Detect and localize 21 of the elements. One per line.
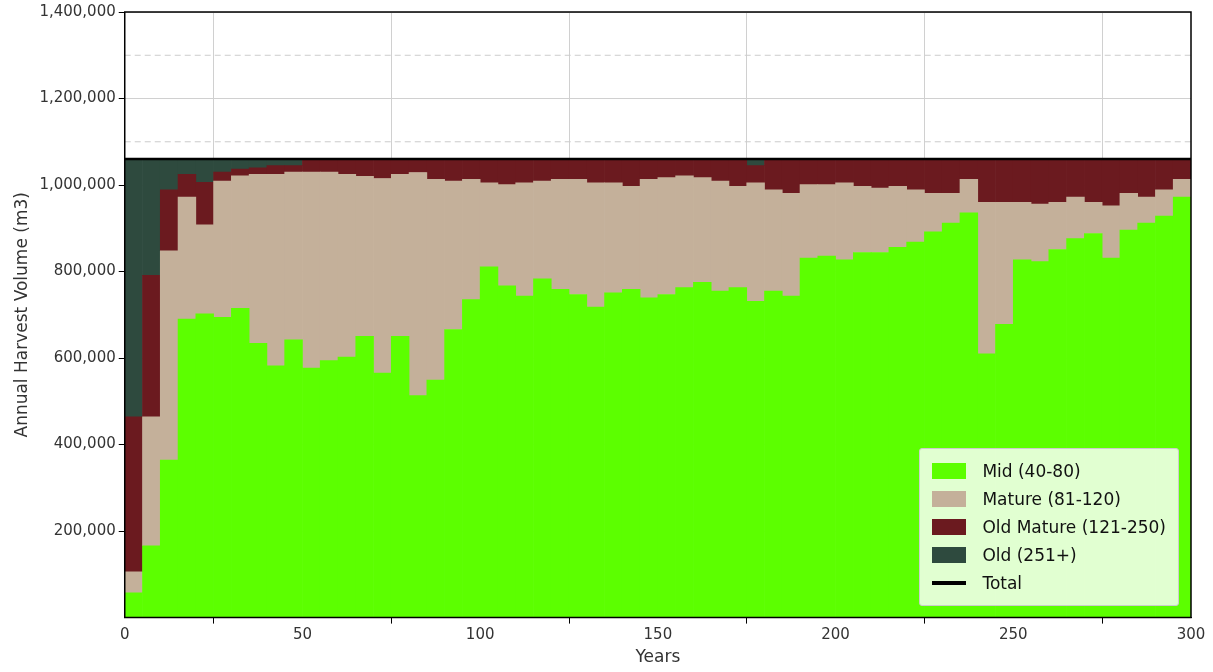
legend-label: Old (251+) [982,544,1077,565]
legend-label: Total [982,572,1023,593]
y-tick-label: 400,000 [53,434,116,453]
x-tick-label: 250 [998,625,1028,644]
y-tick-label: 1,400,000 [39,1,116,20]
x-axis-title: Years [634,646,681,667]
legend-label: Mid (40-80) [982,460,1081,481]
legend-label: Mature (81-120) [982,488,1121,509]
x-tick-label: 50 [292,625,312,644]
legend-label: Old Mature (121-250) [982,516,1166,537]
x-tick-label: 300 [1176,625,1206,644]
y-tick-label: 200,000 [53,520,116,539]
x-tick-label: 0 [119,625,130,644]
y-tick-label: 600,000 [53,347,116,366]
x-tick-label: 200 [821,625,850,644]
y-tick-label: 800,000 [53,261,116,280]
y-tick-label: 1,000,000 [39,174,116,193]
y-axis-title: Annual Harvest Volume (m3) [10,192,31,438]
y-tick-label: 1,200,000 [39,88,116,107]
x-tick-label: 100 [465,625,495,644]
x-tick-label: 150 [643,625,673,644]
